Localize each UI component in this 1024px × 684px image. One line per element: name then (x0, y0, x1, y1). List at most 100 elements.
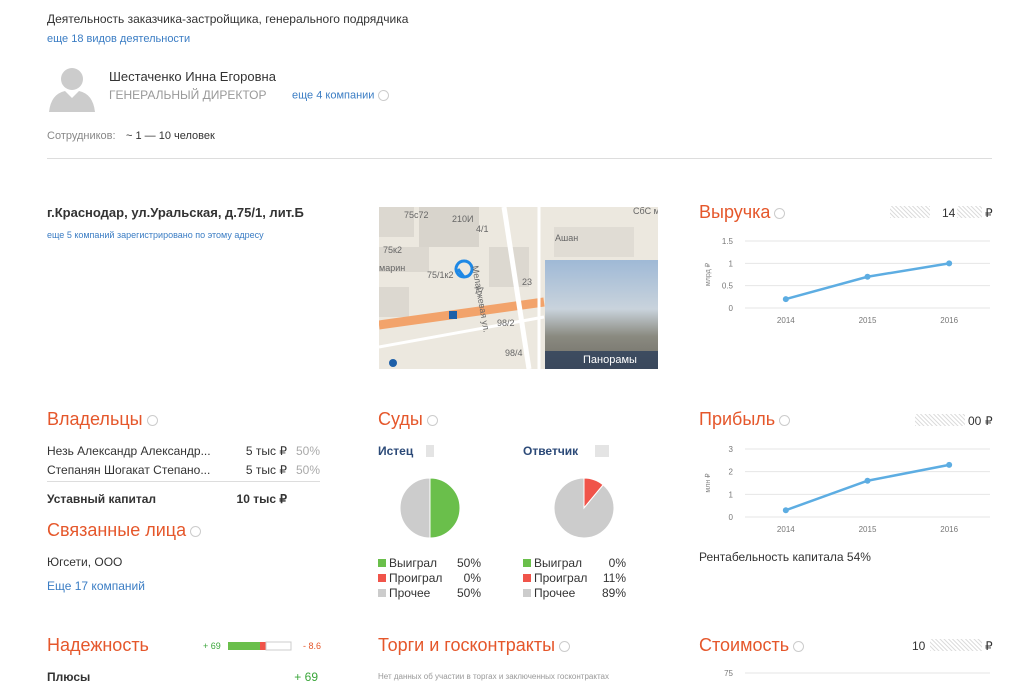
pie-slice (399, 477, 431, 539)
address-note[interactable]: еще 5 компаний зарегистрировано по этому… (47, 230, 264, 240)
owner-percent: 50% (295, 463, 320, 477)
map-label: марин (379, 263, 406, 273)
help-icon[interactable] (779, 414, 791, 426)
pie-title: Ответчик (523, 444, 579, 458)
section-title: Суды (378, 410, 438, 428)
value-label: 0% (464, 571, 482, 585)
legend-swatch (378, 559, 386, 567)
related-item[interactable]: Югсети, ООО (47, 555, 123, 569)
divider (47, 481, 320, 482)
legend-swatch (523, 574, 531, 582)
help-icon[interactable] (190, 525, 202, 537)
point (864, 477, 871, 484)
legend-label: Прочее (389, 586, 431, 600)
owner-share: 5 тыс ₽ (245, 444, 287, 458)
legend-swatch (378, 589, 386, 597)
help-icon[interactable] (774, 207, 786, 219)
currency: ₽ (985, 206, 993, 220)
panorama-label[interactable]: Панорамы (545, 351, 658, 369)
amount: 10 (912, 639, 926, 653)
amount: 00 (968, 414, 982, 428)
employees-value: ~ 1 — 10 человек (126, 130, 215, 142)
help-icon[interactable] (426, 414, 438, 426)
employees-label: Сотрудников: (47, 130, 116, 142)
legend-swatch (378, 574, 386, 582)
profit-chart: 0 1 2 3 млн ₽ 2014 2015 2016 (704, 445, 990, 534)
map-base (379, 207, 634, 369)
help-icon[interactable] (378, 90, 390, 101)
title-text: Владельцы (47, 409, 143, 429)
title-text: Прибыль (699, 409, 776, 429)
y-tick-label: 0 (729, 304, 734, 313)
value-label: 50% (457, 586, 481, 600)
help-icon[interactable] (793, 640, 805, 652)
value-label: 89% (602, 586, 626, 600)
hidden-digits (915, 414, 965, 426)
activity: Деятельность заказчика-застройщика, гене… (47, 12, 409, 26)
panorama[interactable]: Панорамы (545, 260, 658, 369)
hidden-digits (930, 639, 982, 651)
legend-swatch (523, 589, 531, 597)
more-activities[interactable]: еще 18 видов деятельности (47, 33, 191, 45)
minus-score: - 8.6 (303, 641, 322, 651)
address: г.Краснодар, ул.Уральская, д.75/1, лит.Б (47, 205, 304, 220)
value-label: 0% (609, 556, 627, 570)
map-label: 75/1к2 (427, 270, 454, 280)
x-tick-label: 2015 (859, 525, 877, 534)
section-title: Стоимость (699, 635, 805, 655)
y-tick-label: 1.5 (722, 237, 734, 246)
map-label: 75с72 (404, 210, 429, 220)
map-label: 210И (452, 214, 474, 224)
y-tick-label: 0.5 (722, 282, 734, 291)
title-text: Выручка (699, 202, 771, 222)
legend-label: Прочее (534, 586, 576, 600)
y-tick-label: 1 (729, 259, 734, 268)
y-tick-label: 75 (724, 669, 733, 678)
y-tick-label: 0 (729, 513, 734, 522)
link-text[interactable]: еще 4 компании (292, 89, 375, 102)
y-axis-label: млрд ₽ (704, 262, 712, 286)
related-more[interactable]: Еще 17 компаний (47, 579, 145, 593)
help-icon[interactable] (146, 414, 158, 426)
map-label: 98/2 (497, 318, 515, 328)
value-label: 11% (603, 571, 626, 585)
point (946, 461, 953, 468)
point (782, 507, 789, 514)
legend-swatch (523, 559, 531, 567)
map-label: 98/4 (505, 348, 523, 358)
section-title: Прибыль (699, 409, 791, 429)
title-text: Суды (378, 409, 423, 429)
y-tick-label: 1 (729, 490, 734, 499)
hidden-digits (957, 206, 982, 218)
map-label: Ашан (555, 233, 579, 243)
amount: 14 (942, 206, 956, 220)
y-tick-label: 3 (729, 445, 734, 454)
map-label: 77 (474, 286, 485, 296)
capital-value: 10 тыс ₽ (236, 492, 287, 506)
map[interactable]: 75с72 210И 4/1 СбС м Ашан 75к2 марин 75/… (379, 207, 658, 369)
courts-charts: Истец Выиграл 50% Проиграл 0% Прочее 50% Ответч… (378, 444, 627, 600)
divider (47, 158, 992, 159)
map-label: СбС м (633, 207, 658, 216)
hidden-digits (890, 206, 930, 218)
title-text: Стоимость (699, 635, 790, 655)
hidden-count (595, 445, 609, 457)
section-title: Выручка (699, 202, 786, 222)
map-label: 4/1 (476, 224, 489, 234)
x-tick-label: 2015 (859, 316, 877, 325)
point (864, 273, 871, 280)
point (946, 260, 953, 267)
legend-label: Проиграл (534, 571, 587, 585)
x-tick-label: 2014 (777, 525, 795, 534)
section-title: Надежность (47, 635, 149, 655)
owner-name: Степанян Шогакат Степано... (47, 463, 211, 477)
legend-label: Проиграл (389, 571, 442, 585)
point (782, 296, 789, 303)
avatar (49, 68, 95, 112)
map-label: 75к2 (383, 245, 402, 255)
more-companies[interactable]: еще 4 компании (292, 89, 390, 102)
section-title: Торги и госконтракты (378, 636, 571, 654)
help-icon[interactable] (559, 640, 571, 652)
x-tick-label: 2016 (940, 316, 958, 325)
